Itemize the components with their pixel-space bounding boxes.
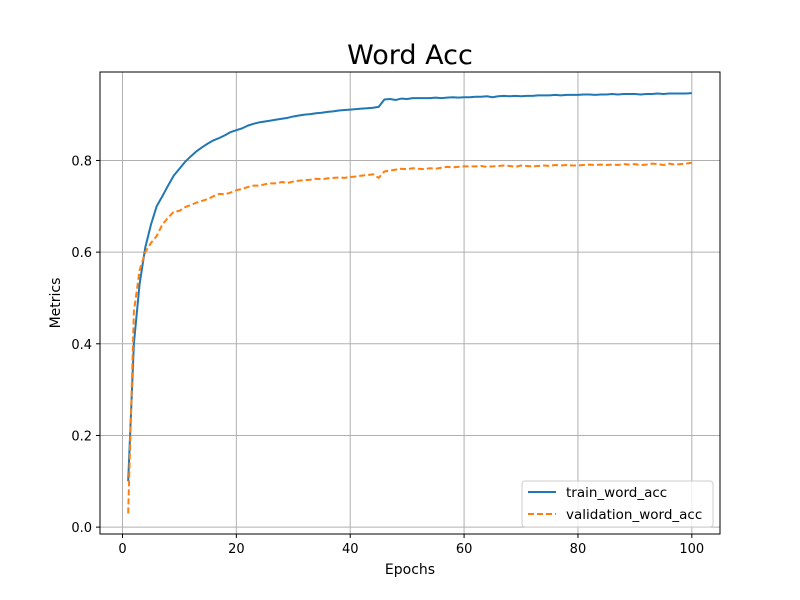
y-tick-label: 0.4 <box>71 338 92 353</box>
y-tick-label: 0.6 <box>71 246 92 261</box>
legend-label-validation: validation_word_acc <box>566 507 702 523</box>
x-tick-label: 20 <box>228 542 245 557</box>
y-axis-label: Metrics <box>48 278 64 329</box>
series-line-validation-word-acc <box>127 161 692 514</box>
legend-box <box>521 480 714 528</box>
y-tick-label: 0.0 <box>71 521 92 536</box>
x-tick-label: 100 <box>679 542 704 557</box>
x-tick-label: 0 <box>118 542 126 557</box>
plot-frame <box>99 71 721 535</box>
x-tick-label: 40 <box>342 542 359 557</box>
x-tick-label: 60 <box>456 542 473 557</box>
x-axis-label: Epochs <box>385 562 435 578</box>
series-line-train-word-acc <box>127 92 692 482</box>
y-tick-label: 0.8 <box>71 154 92 169</box>
legend: train_word_acc validation_word_acc <box>521 480 714 528</box>
tick-layer: 0 20 40 60 80 100 0.0 0.2 0.4 0.6 0.8 <box>71 154 704 557</box>
grid-layer <box>100 72 720 534</box>
y-tick-label: 0.2 <box>71 429 92 444</box>
series-layer <box>127 92 692 514</box>
legend-label-train: train_word_acc <box>566 485 667 501</box>
x-tick-label: 80 <box>570 542 587 557</box>
chart-title: Word Acc <box>347 40 473 71</box>
